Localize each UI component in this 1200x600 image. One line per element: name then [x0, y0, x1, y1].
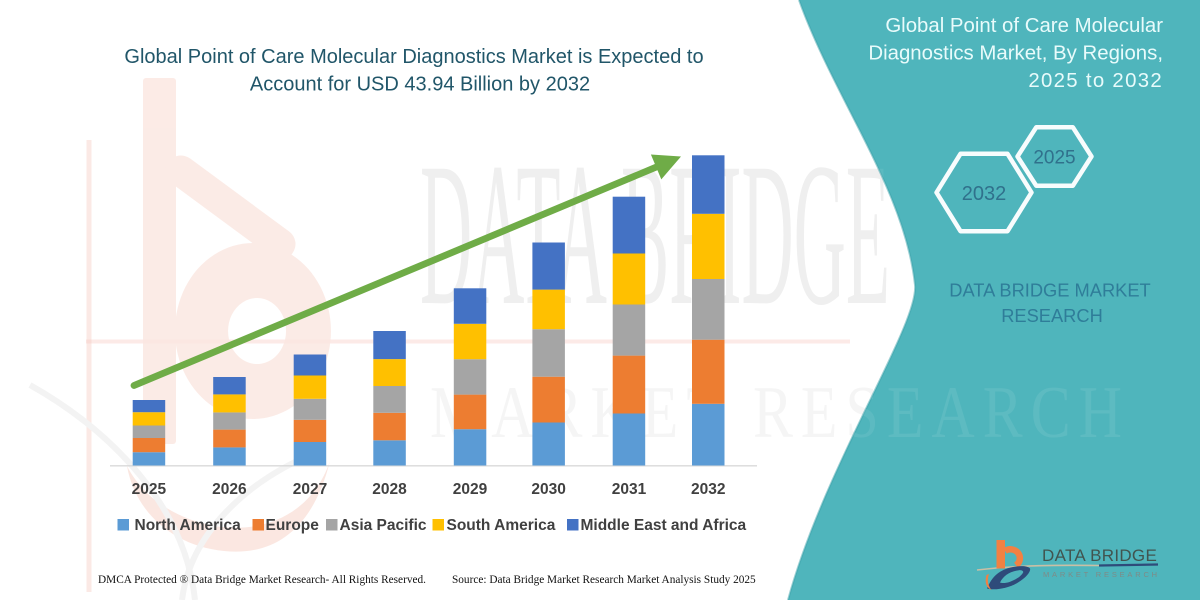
svg-text:2027: 2027 [293, 481, 327, 498]
svg-text:2030: 2030 [531, 481, 565, 498]
svg-text:Diagnostics Market, By Regions: Diagnostics Market, By Regions, [868, 43, 1163, 65]
svg-text:North America: North America [135, 517, 242, 534]
svg-text:Europe: Europe [266, 517, 320, 534]
svg-text:2032: 2032 [962, 183, 1007, 205]
svg-text:2032: 2032 [691, 481, 725, 498]
svg-text:2031: 2031 [612, 481, 647, 498]
svg-text:Source: Data Bridge Market Res: Source: Data Bridge Market Research Mark… [452, 574, 756, 586]
svg-text:MARKET RESEARCH: MARKET RESEARCH [1043, 570, 1160, 579]
svg-text:2025: 2025 [1033, 148, 1075, 169]
svg-text:Account for USD 43.94 Billion: Account for USD 43.94 Billion by 2032 [250, 74, 590, 96]
svg-text:2025: 2025 [132, 481, 167, 498]
svg-text:DATA BRIDGE: DATA BRIDGE [1042, 546, 1157, 565]
svg-text:Global Point of Care Molecular: Global Point of Care Molecular [885, 15, 1163, 37]
svg-text:Global Point of Care Molecular: Global Point of Care Molecular Diagnosti… [124, 46, 703, 68]
svg-text:2029: 2029 [453, 481, 488, 498]
svg-text:2026: 2026 [212, 481, 247, 498]
svg-text:Asia Pacific: Asia Pacific [340, 517, 427, 534]
svg-text:DATA BRIDGE MARKET: DATA BRIDGE MARKET [949, 280, 1150, 301]
svg-text:DMCA Protected ® Data Bridge M: DMCA Protected ® Data Bridge Market Rese… [98, 574, 426, 586]
svg-text:RESEARCH: RESEARCH [1001, 305, 1103, 326]
svg-text:2025 to 2032: 2025 to 2032 [1028, 70, 1163, 92]
svg-text:2028: 2028 [372, 481, 407, 498]
svg-text:South America: South America [447, 517, 556, 534]
svg-text:Middle East and Africa: Middle East and Africa [581, 517, 747, 534]
